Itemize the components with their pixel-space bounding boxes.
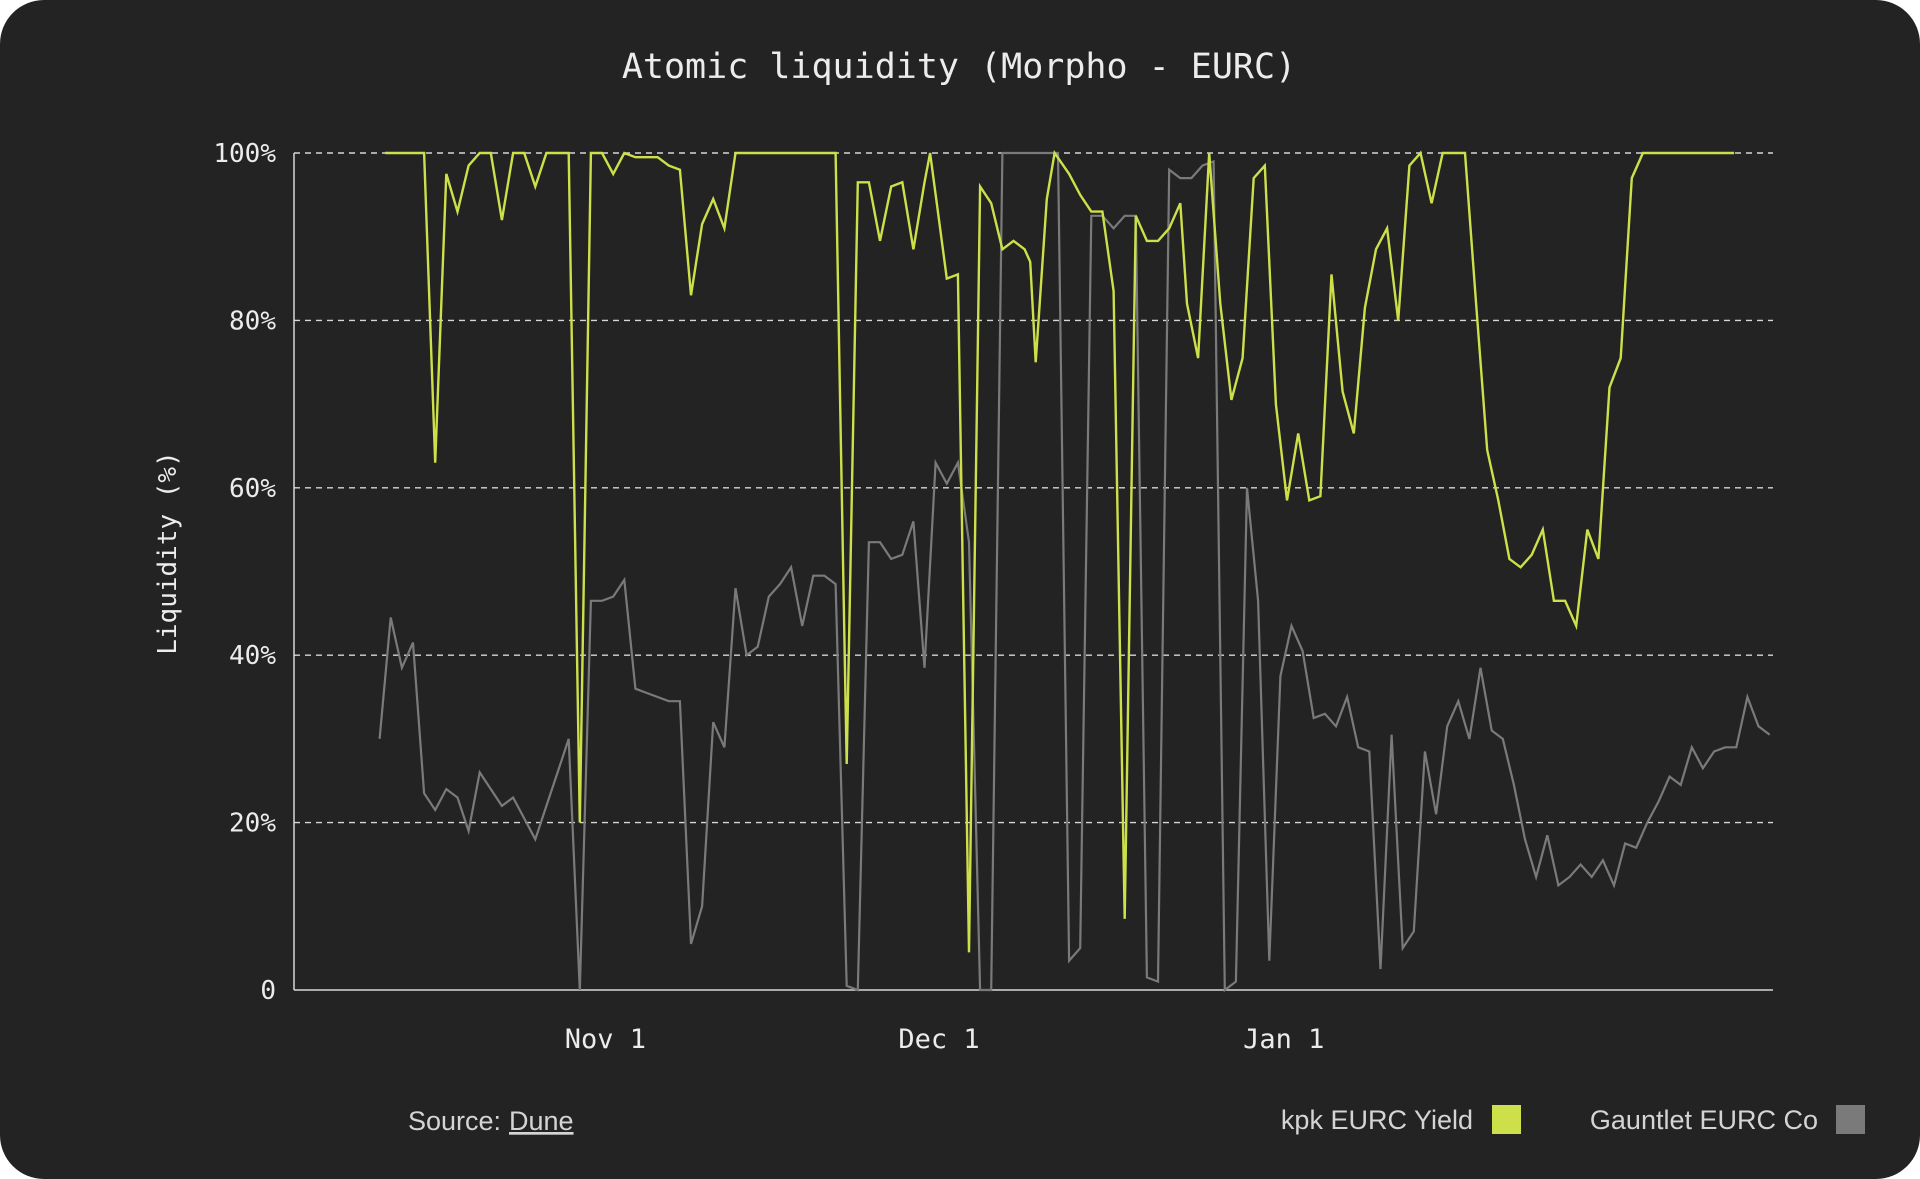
x-tick-label: Jan 1 <box>1243 1024 1324 1055</box>
legend-item-gauntlet-eurc-co[interactable]: Gauntlet EURC Co <box>1590 1105 1865 1135</box>
axes <box>293 153 1773 991</box>
legend-swatch-gauntlet <box>1836 1105 1865 1134</box>
y-tick-label: 80% <box>229 306 276 336</box>
legend-swatch-kpk <box>1492 1105 1521 1134</box>
x-tick-label: Nov 1 <box>565 1024 646 1055</box>
chart-title: Atomic liquidity (Morpho - EURC) <box>622 47 1296 87</box>
y-axis-label: Liquidity (%) <box>153 451 183 655</box>
source-label: Source: <box>408 1106 501 1136</box>
y-tick-label: 100% <box>213 139 276 169</box>
y-tick-label: 60% <box>229 474 276 504</box>
y-tick-label: 0 <box>260 976 276 1006</box>
x-tick-label: Dec 1 <box>898 1024 979 1055</box>
x-tick-labels: Nov 1 Dec 1 Jan 1 <box>565 1024 1325 1055</box>
y-tick-label: 20% <box>229 809 276 839</box>
legend-label-kpk: kpk EURC Yield <box>1281 1105 1473 1135</box>
gridlines <box>294 152 1773 824</box>
source-link[interactable]: Dune <box>509 1106 574 1136</box>
series-lines <box>378 149 1771 993</box>
y-tick-labels: 0 20% 40% 60% 80% 100% <box>213 139 276 1006</box>
legend-label-gauntlet: Gauntlet EURC Co <box>1590 1105 1818 1135</box>
y-tick-label: 40% <box>229 641 276 671</box>
series-line-gauntlet-eurc-co <box>378 151 1771 993</box>
legend-item-kpk-eurc-yield[interactable]: kpk EURC Yield <box>1281 1105 1521 1135</box>
series-line-kpk-eurc-yield <box>385 149 1735 953</box>
